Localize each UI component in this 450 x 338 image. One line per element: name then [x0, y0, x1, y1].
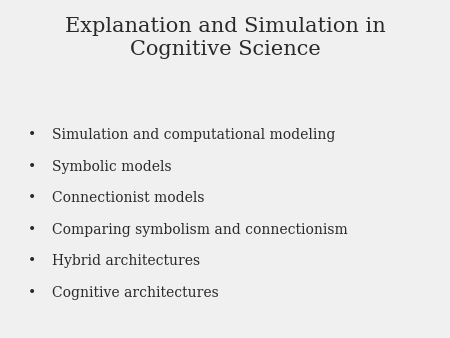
Text: Explanation and Simulation in
Cognitive Science: Explanation and Simulation in Cognitive … — [65, 17, 385, 59]
Text: •: • — [27, 128, 36, 142]
Text: •: • — [27, 191, 36, 205]
Text: Comparing symbolism and connectionism: Comparing symbolism and connectionism — [52, 223, 347, 237]
Text: •: • — [27, 254, 36, 268]
Text: •: • — [27, 223, 36, 237]
Text: •: • — [27, 286, 36, 299]
Text: Symbolic models: Symbolic models — [52, 160, 171, 174]
Text: Cognitive architectures: Cognitive architectures — [52, 286, 219, 299]
Text: Connectionist models: Connectionist models — [52, 191, 204, 205]
Text: Simulation and computational modeling: Simulation and computational modeling — [52, 128, 335, 142]
Text: •: • — [27, 160, 36, 174]
Text: Hybrid architectures: Hybrid architectures — [52, 254, 200, 268]
